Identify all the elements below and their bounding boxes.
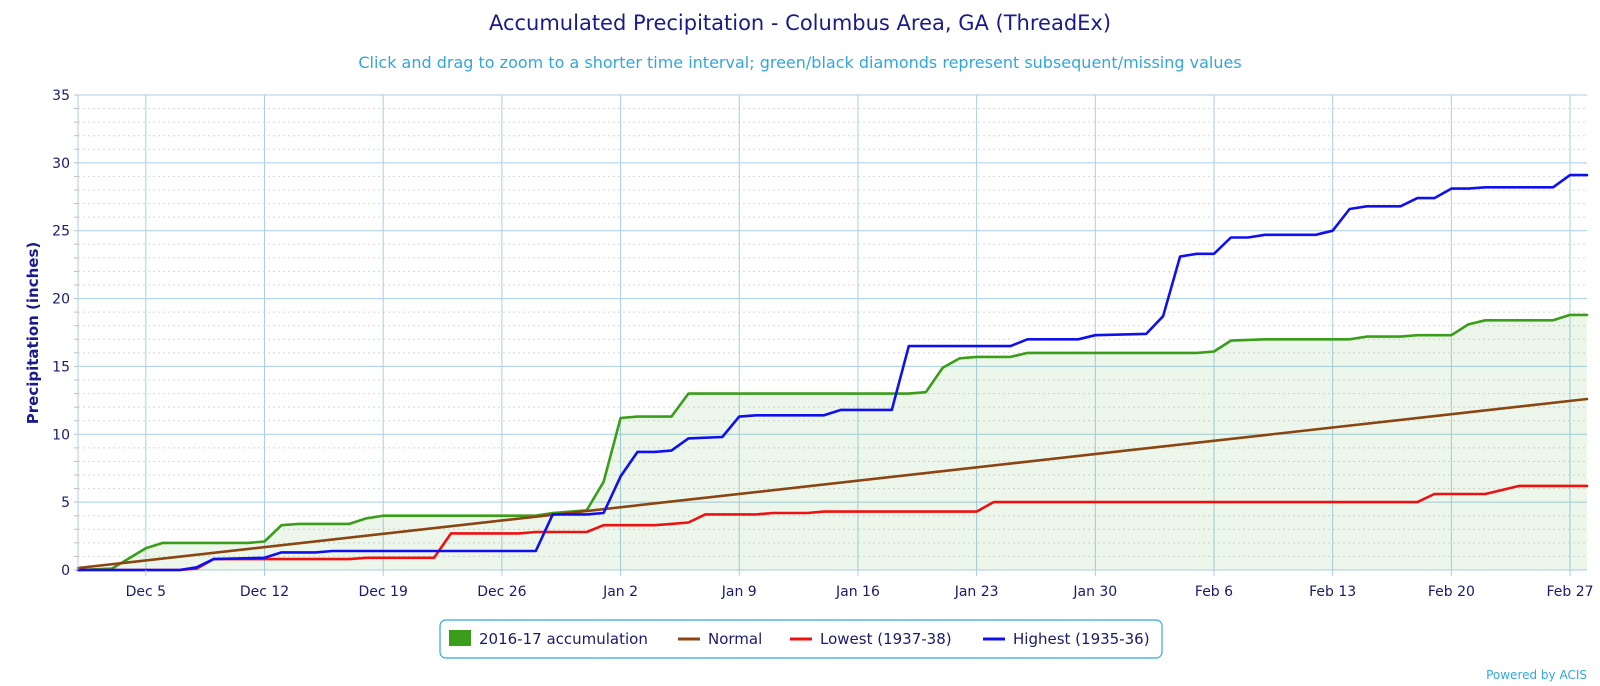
x-tick-label: Dec 5: [126, 584, 166, 600]
y-tick-label: 35: [52, 88, 70, 104]
y-tick-label: 10: [52, 427, 70, 443]
chart-subtitle: Click and drag to zoom to a shorter time…: [358, 53, 1241, 72]
x-tick-label: Jan 16: [835, 584, 880, 600]
y-tick-label: 20: [52, 292, 70, 308]
legend-label: 2016-17 accumulation: [479, 630, 648, 648]
series-area-2016-17-accumulation: [78, 314, 1587, 570]
x-tick-label: Dec 19: [359, 584, 408, 600]
y-tick-label: 0: [61, 563, 70, 579]
x-tick-label: Jan 30: [1072, 584, 1117, 600]
y-tick-label: 5: [61, 495, 70, 511]
legend-label: Lowest (1937-38): [820, 630, 952, 648]
x-tick-label: Feb 20: [1428, 584, 1475, 600]
x-tick-label: Jan 23: [954, 584, 999, 600]
legend-swatch-area: [449, 630, 471, 646]
y-axis-label: Precipitation (inches): [24, 242, 42, 425]
legend[interactable]: 2016-17 accumulation Normal Lowest (1937-3…: [439, 619, 1163, 659]
series-line-highest-1935-36: [76, 173, 1589, 572]
series-line-normal: [76, 397, 1589, 570]
x-tick-label: Feb 13: [1309, 584, 1356, 600]
powered-by-credit[interactable]: Powered by ACIS: [1486, 668, 1587, 682]
legend-label: Normal: [708, 630, 762, 648]
x-tick-label: Dec 26: [477, 584, 526, 600]
legend-label: Highest (1935-36): [1013, 630, 1150, 648]
series-line-lowest-1937-38: [76, 484, 1589, 572]
axis-layer: 0 5 10 15 20 25 30 35 Dec 5 Dec 12 Dec 19 Dec 26 Jan…: [52, 88, 1593, 600]
y-tick-label: 30: [52, 156, 70, 172]
x-tick-label: Dec 12: [240, 584, 289, 600]
series-layer: [76, 173, 1589, 572]
x-tick-label: Jan 2: [602, 584, 638, 600]
y-tick-label: 15: [52, 359, 70, 375]
x-tick-label: Feb 27: [1547, 584, 1594, 600]
x-tick-label: Jan 9: [721, 584, 757, 600]
x-tick-label: Feb 6: [1195, 584, 1233, 600]
y-tick-label: 25: [52, 224, 70, 240]
series-line-2016-17-accumulation: [76, 313, 1589, 572]
chart-title: Accumulated Precipitation - Columbus Are…: [489, 11, 1111, 35]
